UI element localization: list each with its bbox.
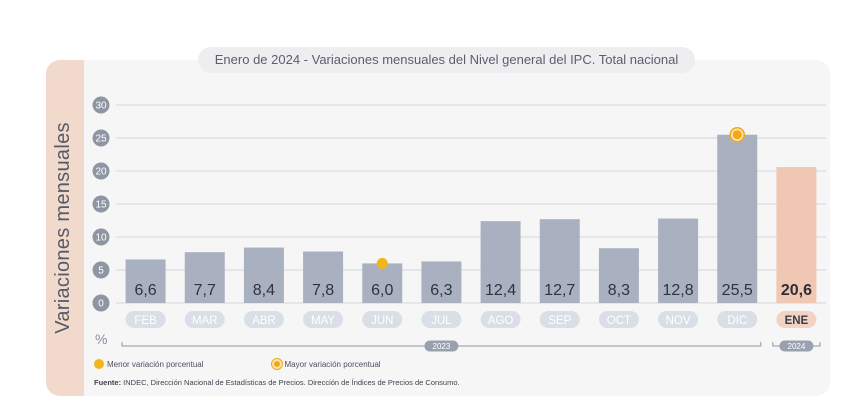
value-label-dic: 25,5	[722, 282, 753, 299]
bar-ene	[776, 167, 817, 303]
y-tick-badge-30	[92, 96, 110, 114]
category-pill-jul	[421, 311, 462, 328]
chart-card	[46, 60, 830, 396]
category-pill-jun	[362, 311, 403, 328]
category-label-jul: JUL	[431, 315, 452, 327]
value-label-feb: 6,6	[134, 282, 156, 299]
year-label-2024: 2024	[788, 342, 806, 351]
marker-menor-jun	[376, 257, 388, 269]
source-text: INDEC, Dirección Nacional de Estadística…	[121, 378, 460, 387]
bar-oct	[598, 248, 639, 303]
source-note: Fuente: INDEC, Dirección Nacional de Est…	[94, 378, 460, 387]
value-label-ene: 20,6	[781, 282, 812, 299]
y-axis-unit: %	[95, 331, 108, 347]
value-label-nov: 12,8	[663, 282, 694, 299]
category-label-oct: OCT	[607, 315, 631, 327]
category-pill-nov	[658, 311, 699, 328]
value-label-oct: 8,3	[608, 282, 630, 299]
y-tick-label-20: 20	[95, 167, 107, 178]
category-label-abr: ABR	[252, 315, 276, 327]
y-tick-badge-10	[92, 228, 110, 246]
bar-feb	[125, 259, 166, 303]
value-label-sep: 12,7	[544, 282, 575, 299]
category-label-feb: FEB	[134, 315, 157, 327]
legend-item-mayor: Mayor variación porcentual	[271, 359, 381, 369]
source-label: Fuente:	[94, 378, 122, 387]
bar-sep	[539, 219, 580, 303]
category-label-jun: JUN	[371, 315, 393, 327]
year-label-2023: 2023	[433, 342, 451, 351]
bar-may	[303, 251, 344, 303]
value-label-mar: 7,7	[194, 282, 216, 299]
value-label-jun: 6,0	[371, 282, 393, 299]
category-label-ene: ENE	[785, 315, 809, 327]
bar-dic	[717, 134, 758, 303]
bar-abr	[243, 247, 284, 303]
y-tick-label-5: 5	[98, 266, 104, 277]
bar-mar	[184, 252, 225, 303]
y-tick-label-0: 0	[98, 299, 104, 310]
y-tick-label-10: 10	[95, 233, 107, 244]
category-label-nov: NOV	[666, 315, 691, 327]
y-tick-badge-20	[92, 162, 110, 180]
category-pill-feb	[125, 311, 166, 328]
y-tick-label-15: 15	[95, 200, 107, 211]
marker-mayor-core-dic	[732, 130, 742, 140]
value-label-abr: 8,4	[253, 282, 275, 299]
legend: Menor variación porcentual Mayor variaci…	[94, 359, 449, 369]
y-tick-badge-5	[92, 261, 110, 279]
legend-item-menor: Menor variación porcentual	[94, 359, 204, 369]
category-label-may: MAY	[311, 315, 335, 327]
bar-nov	[658, 218, 699, 303]
y-tick-badge-0	[92, 294, 110, 312]
chart-title: Enero de 2024 - Variaciones mensuales de…	[198, 47, 695, 73]
bar-jun	[362, 263, 403, 303]
value-label-ago: 12,4	[485, 282, 516, 299]
category-pill-abr	[243, 311, 284, 328]
legend-dot-menor-icon	[94, 359, 104, 369]
value-label-may: 7,8	[312, 282, 334, 299]
axis-band	[46, 60, 84, 396]
legend-label-menor: Menor variación porcentual	[107, 359, 204, 369]
category-pill-mar	[184, 311, 225, 328]
legend-label-mayor: Mayor variación porcentual	[284, 359, 381, 369]
category-pill-may	[303, 311, 344, 328]
y-tick-badge-15	[92, 195, 110, 213]
year-pill-2023	[424, 340, 459, 352]
category-pill-ago	[480, 311, 521, 328]
value-label-jul: 6,3	[430, 282, 452, 299]
category-label-sep: SEP	[548, 315, 571, 327]
category-pill-oct	[598, 311, 639, 328]
y-tick-badge-25	[92, 129, 110, 147]
legend-dot-mayor-icon	[271, 359, 282, 369]
category-pill-dic	[717, 311, 758, 328]
chart-title-date: Enero de 2024	[214, 52, 301, 67]
bar-jul	[421, 261, 462, 303]
year-pill-2024	[779, 340, 814, 352]
y-tick-label-25: 25	[95, 134, 107, 145]
y-tick-label-30: 30	[95, 101, 107, 112]
chart-title-text: - Variaciones mensuales del Nivel genera…	[300, 52, 679, 67]
category-label-mar: MAR	[192, 315, 218, 327]
category-pill-ene	[776, 311, 817, 328]
category-pill-sep	[539, 311, 580, 328]
bar-ago	[480, 221, 521, 303]
category-label-ago: AGO	[488, 315, 514, 327]
category-label-dic: DIC	[727, 315, 747, 327]
